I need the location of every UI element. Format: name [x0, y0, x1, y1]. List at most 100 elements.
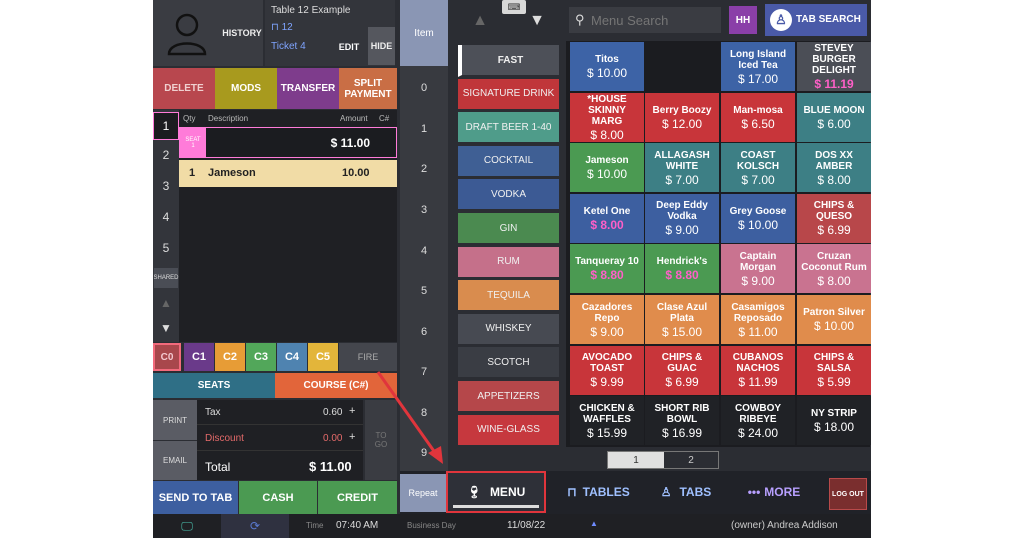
mods-button[interactable]: MODS — [215, 68, 277, 109]
course-c0-button[interactable]: C0 — [153, 343, 181, 371]
scroll-down-icon[interactable]: ▼ — [160, 321, 172, 335]
course-c1-button[interactable]: C1 — [184, 343, 214, 371]
happy-hour-button[interactable]: HH — [729, 6, 757, 34]
item-number-9[interactable]: 9 — [420, 447, 428, 459]
scroll-up-icon[interactable]: ▲ — [160, 296, 172, 310]
menu-item-chicken-waffles[interactable]: CHICKEN & WAFFLES $ 15.99 — [570, 396, 644, 446]
category-appetizers[interactable]: APPETIZERS — [458, 381, 559, 413]
keyboard-icon[interactable]: ⌨ — [502, 0, 526, 14]
print-button[interactable]: PRINT — [153, 400, 197, 440]
delete-button[interactable]: DELETE — [153, 68, 215, 109]
fire-button[interactable]: FIRE — [339, 343, 397, 371]
course-c3-button[interactable]: C3 — [246, 343, 276, 371]
category-gin[interactable]: GIN — [458, 213, 559, 245]
item-number-8[interactable]: 8 — [420, 407, 428, 419]
menu-item-cowboy-ribeye[interactable]: COWBOY RIBEYE $ 24.00 — [721, 396, 795, 446]
course-c5-button[interactable]: C5 — [308, 343, 338, 371]
menu-item-avocado-toast[interactable]: AVOCADO TOAST $ 9.99 — [570, 345, 644, 395]
category-scroll-up-icon[interactable]: ▲ — [472, 12, 488, 29]
menu-search-box[interactable]: ⚲ — [569, 7, 721, 33]
menu-item-deep-eddy-vodka[interactable]: Deep Eddy Vodka $ 9.00 — [645, 193, 719, 243]
add-discount-icon[interactable]: + — [349, 431, 356, 443]
edit-button[interactable]: EDIT — [338, 42, 360, 52]
seat-row[interactable]: SEAT 1 $ 11.00 — [179, 127, 397, 158]
item-number-7[interactable]: 7 — [420, 366, 428, 378]
page-2-button[interactable]: 2 — [688, 454, 694, 466]
menu-item-cruzan-coconut-rum[interactable]: Cruzan Coconut Rum $ 8.00 — [797, 244, 871, 294]
transfer-button[interactable]: TRANSFER — [277, 68, 339, 109]
menu-item-house-skinny-marg[interactable]: *HOUSE SKINNY MARG $ 8.00 — [570, 92, 644, 142]
menu-item-patron-silver[interactable]: Patron Silver $ 10.00 — [797, 295, 871, 344]
menu-item-long-island-iced-tea[interactable]: Long Island Iced Tea $ 17.00 — [721, 42, 795, 91]
seats-button[interactable]: SEATS — [153, 373, 275, 398]
item-number-1[interactable]: 1 — [420, 123, 428, 135]
menu-item-dos-xx-amber[interactable]: DOS XX AMBER $ 8.00 — [797, 143, 871, 193]
logout-button[interactable]: LOG OUT — [829, 478, 867, 510]
menu-item-clase-azul-plata[interactable]: Clase Azul Plata $ 15.00 — [645, 295, 719, 344]
menu-item-chips-salsa[interactable]: CHIPS & SALSA $ 5.99 — [797, 345, 871, 395]
menu-item-hendrick-s[interactable]: Hendrick's $ 8.80 — [645, 244, 719, 294]
seat-number-4[interactable]: 4 — [162, 210, 170, 224]
category-signature-drink[interactable]: SIGNATURE DRINK — [458, 78, 559, 111]
shared-seat-button[interactable]: SHARED — [154, 268, 179, 288]
hide-button[interactable]: HIDE — [368, 27, 395, 65]
menu-item-jameson[interactable]: Jameson $ 10.00 — [570, 143, 644, 193]
seat-number-5[interactable]: 5 — [162, 241, 170, 255]
category-tequila[interactable]: TEQUILA — [458, 280, 559, 313]
split-payment-button[interactable]: SPLIT PAYMENT — [339, 68, 397, 109]
seat-number-1[interactable]: 1 — [153, 112, 179, 140]
send-to-tab-button[interactable]: SEND TO TAB — [153, 481, 238, 514]
course-c4-button[interactable]: C4 — [277, 343, 307, 371]
menu-item-allagash-white[interactable]: ALLAGASH WHITE $ 7.00 — [645, 143, 719, 193]
credit-button[interactable]: CREDIT — [318, 481, 397, 514]
ticket-line-item[interactable]: 1 Jameson 10.00 — [179, 160, 397, 187]
course-button[interactable]: COURSE (C#) — [275, 373, 397, 398]
history-button[interactable]: HISTORY — [221, 0, 263, 66]
category-fast[interactable]: FAST — [458, 45, 559, 77]
item-number-6[interactable]: 6 — [420, 326, 428, 338]
menu-item-stevey-burger-delight[interactable]: STEVEY BURGER DELIGHT $ 11.19 — [797, 42, 871, 91]
page-1-button[interactable]: 1 — [608, 452, 664, 468]
menu-item-cubanos-nachos[interactable]: CUBANOS NACHOS $ 11.99 — [721, 345, 795, 395]
to-go-button[interactable]: TO GO — [365, 400, 397, 480]
category-cocktail[interactable]: COCKTAIL — [458, 145, 559, 178]
menu-item-short-rib-bowl[interactable]: SHORT RIB BOWL $ 16.99 — [645, 396, 719, 446]
monitor-icon[interactable]: 🖵︎ — [181, 518, 193, 533]
item-button[interactable]: Item — [400, 0, 448, 66]
category-scotch[interactable]: SCOTCH — [458, 347, 559, 380]
more-tab[interactable]: ••• MORE — [728, 471, 820, 513]
item-number-4[interactable]: 4 — [420, 245, 428, 257]
category-whiskey[interactable]: WHISKEY — [458, 313, 559, 346]
category-draft-beer-1-40[interactable]: DRAFT BEER 1-40 — [458, 112, 559, 145]
email-button[interactable]: EMAIL — [153, 440, 197, 480]
menu-item-blue-moon[interactable]: BLUE MOON $ 6.00 — [797, 92, 871, 142]
item-number-3[interactable]: 3 — [420, 204, 428, 216]
menu-item-captain-morgan[interactable]: Captain Morgan $ 9.00 — [721, 244, 795, 294]
repeat-button[interactable]: Repeat — [400, 474, 446, 512]
menu-item-titos[interactable]: Titos $ 10.00 — [570, 42, 644, 91]
item-number-5[interactable]: 5 — [420, 285, 428, 297]
menu-item-chips-queso[interactable]: CHIPS & QUESO $ 6.99 — [797, 193, 871, 243]
menu-item-tanqueray-10[interactable]: Tanqueray 10 $ 8.80 — [570, 244, 644, 294]
menu-search-input[interactable] — [591, 11, 715, 29]
menu-item-grey-goose[interactable]: Grey Goose $ 10.00 — [721, 193, 795, 243]
menu-item-ketel-one[interactable]: Ketel One $ 8.00 — [570, 193, 644, 243]
category-rum[interactable]: RUM — [458, 246, 559, 279]
menu-item-coast-kolsch[interactable]: COAST KOLSCH $ 7.00 — [721, 143, 795, 193]
business-day-toggle-icon[interactable]: ▲ — [590, 519, 598, 528]
customer-avatar[interactable] — [153, 0, 221, 66]
seat-number-2[interactable]: 2 — [162, 148, 170, 162]
menu-item-berry-boozy[interactable]: Berry Boozy $ 12.00 — [645, 92, 719, 142]
item-number-0[interactable]: 0 — [420, 82, 428, 94]
tables-tab[interactable]: ⊓ TABLES — [551, 471, 646, 513]
course-c2-button[interactable]: C2 — [215, 343, 245, 371]
menu-item-man-mosa[interactable]: Man-mosa $ 6.50 — [721, 92, 795, 142]
add-tax-icon[interactable]: + — [349, 405, 356, 417]
sync-icon[interactable]: ⟳ — [221, 514, 289, 538]
item-number-2[interactable]: 2 — [420, 163, 428, 175]
menu-item-cazadores-repo[interactable]: Cazadores Repo $ 9.00 — [570, 295, 644, 344]
tab-search-button[interactable]: ♙ TAB SEARCH — [765, 4, 867, 36]
menu-item-chips-guac[interactable]: CHIPS & GUAC $ 6.99 — [645, 345, 719, 395]
menu-item-ny-strip[interactable]: NY STRIP $ 18.00 — [797, 396, 871, 446]
category-scroll-down-icon[interactable]: ▼ — [529, 12, 545, 29]
